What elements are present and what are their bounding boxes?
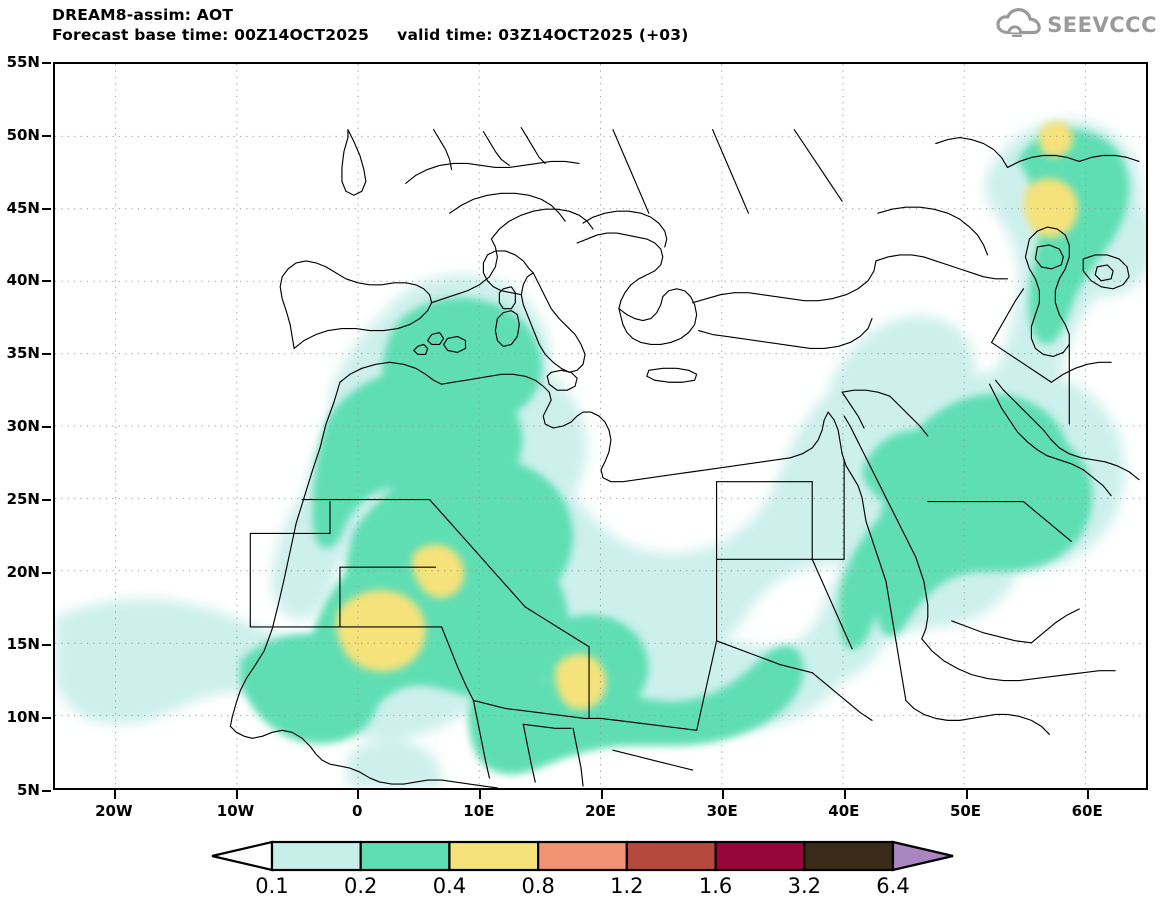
y-tick-30N — [42, 426, 51, 428]
x-tick-50E — [965, 790, 968, 799]
colorbar-cell-1 — [270, 840, 362, 872]
plot-frame — [53, 62, 1148, 790]
colorbar-cell-6 — [714, 840, 806, 872]
logo-text: SEEVCCC — [1047, 13, 1157, 37]
y-tick-label-45N: 45N — [6, 198, 40, 217]
y-tick-55N — [42, 62, 51, 64]
colorbar-tick-0.1: 0.1 — [255, 874, 289, 898]
y-tick-35N — [42, 353, 51, 356]
colorbar-cell-7 — [803, 840, 895, 872]
x-tick-label-60E: 60E — [1071, 802, 1103, 820]
model-title: DREAM8-assim: AOT — [52, 6, 234, 24]
colorbar-strip — [210, 840, 955, 872]
x-tick-label-20W: 20W — [95, 802, 133, 820]
colorbar-tick-1.2: 1.2 — [610, 874, 644, 898]
x-tick-label-0: 0 — [351, 802, 363, 820]
x-tick-label-10E: 10E — [463, 802, 495, 820]
x-tick-20E — [600, 790, 603, 799]
header: DREAM8-assim: AOT Forecast base time: 00… — [0, 0, 1165, 56]
y-tick-label-55N: 55N — [6, 53, 40, 71]
aot-map — [55, 64, 1146, 788]
y-tick-15N — [42, 644, 51, 647]
colorbar-cell-4 — [537, 840, 628, 872]
colorbar-tick-0.4: 0.4 — [432, 874, 467, 898]
y-tick-label-50N: 50N — [6, 125, 40, 144]
coastlines — [229, 127, 1140, 788]
colorbar-tick-3.2: 3.2 — [787, 874, 821, 898]
colorbar: 0.1 0.2 0.4 0.8 1.2 1.6 3.2 6.4 — [0, 836, 1165, 902]
y-tick-label-5N: 5N — [17, 781, 40, 799]
x-tick-10W — [235, 790, 238, 799]
x-axis: 20W 10W 0 10E 20E 30E 40E 50E 60E — [53, 790, 1148, 820]
colorbar-cell-5 — [625, 840, 717, 872]
colorbar-cell-3 — [448, 840, 540, 872]
forecast-time-line: Forecast base time: 00Z14OCT2025 valid t… — [52, 25, 689, 44]
x-tick-40E — [843, 790, 846, 799]
x-tick-60E — [1087, 790, 1090, 799]
x-tick-10E — [478, 790, 481, 799]
colorbar-over-arrow — [891, 840, 954, 872]
x-tick-20W — [113, 790, 116, 799]
y-tick-50N — [42, 134, 51, 137]
y-axis: 5N 10N 15N 20N 25N 30N 35N 40N 45N 50N 55N — [0, 53, 53, 799]
cloud-icon — [996, 8, 1042, 42]
colorbar-svg — [211, 840, 954, 872]
colorbar-under-arrow — [211, 840, 274, 872]
title-block: DREAM8-assim: AOT Forecast base time: 00… — [52, 6, 689, 46]
y-tick-label-40N: 40N — [6, 271, 40, 290]
x-tick-label-10W: 10W — [216, 802, 255, 820]
y-tick-label-15N: 15N — [6, 635, 40, 654]
y-tick-45N — [42, 207, 51, 210]
y-tick-label-35N: 35N — [6, 344, 40, 363]
x-tick-label-40E: 40E — [828, 802, 860, 820]
seevccc-logo: SEEVCCC — [996, 8, 1157, 42]
y-tick-5N — [42, 790, 51, 792]
colorbar-tick-6.4: 6.4 — [876, 874, 910, 898]
aot-layer-0.4 — [335, 121, 1079, 710]
x-tick-label-20E: 20E — [584, 802, 617, 820]
y-tick-label-10N: 10N — [6, 708, 40, 727]
y-tick-label-20N: 20N — [6, 562, 40, 581]
colorbar-tick-0.2: 0.2 — [344, 874, 378, 898]
x-tick-label-30E: 30E — [706, 802, 738, 820]
colorbar-labels: 0.1 0.2 0.4 0.8 1.2 1.6 3.2 6.4 — [210, 874, 955, 900]
y-tick-20N — [42, 571, 51, 574]
y-tick-label-30N: 30N — [6, 417, 40, 435]
y-tick-40N — [42, 280, 51, 283]
y-tick-10N — [42, 717, 51, 720]
x-tick-30E — [722, 790, 725, 799]
colorbar-cell-2 — [359, 840, 451, 872]
colorbar-tick-1.6: 1.6 — [698, 874, 733, 898]
x-tick-0 — [357, 790, 360, 799]
y-tick-25N — [42, 498, 51, 501]
map-plot — [53, 62, 1148, 790]
y-tick-label-25N: 25N — [6, 489, 40, 508]
colorbar-tick-0.8: 0.8 — [521, 874, 555, 898]
x-tick-label-50E: 50E — [949, 802, 982, 820]
